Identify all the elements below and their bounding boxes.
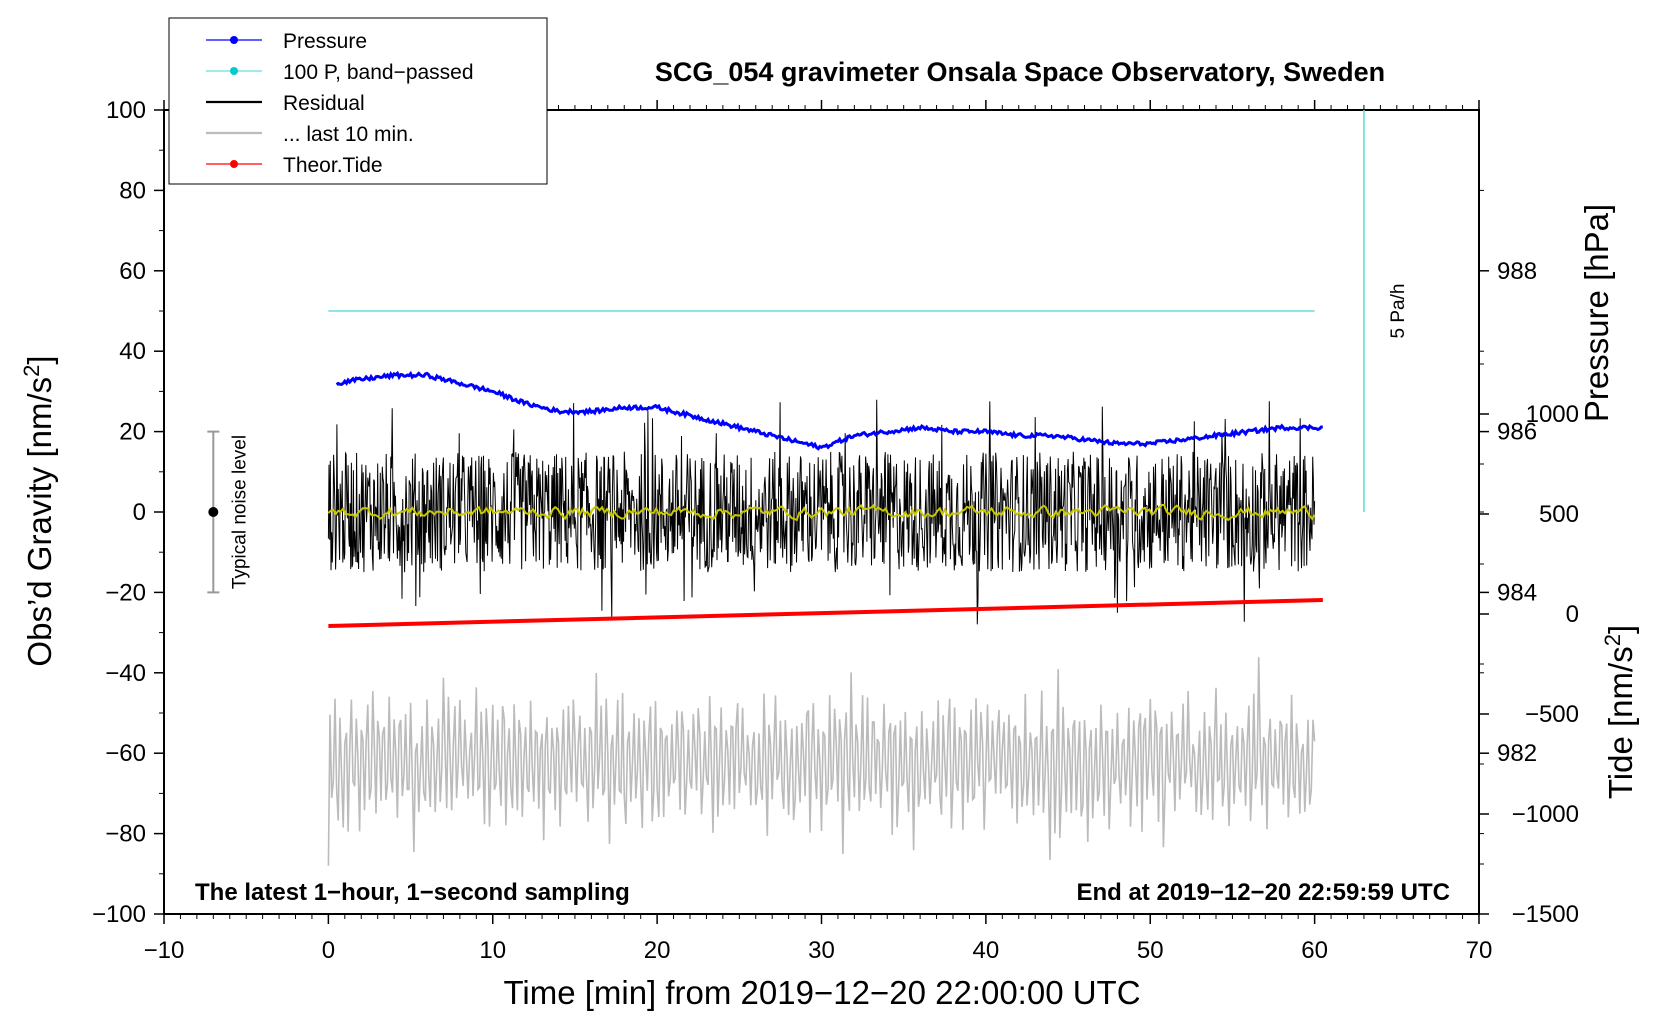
y-tick-label: 60 [119,258,146,285]
legend-label-theor-tide: Theor.Tide [283,154,383,177]
y-tick-label: −20 [105,579,146,606]
legend-label-pressure: Pressure [283,30,367,53]
pressure-tick-label: 988 [1497,258,1537,285]
legend-marker-theor-tide [230,160,238,168]
y-axis-label-tide-end: ] [1602,625,1639,634]
annotation-sampling: The latest 1−hour, 1−second sampling [195,879,630,906]
scale-bar-label: 5 Pa/h [1388,284,1409,339]
x-tick-label: 30 [808,937,835,964]
chart-title: SCG_054 gravimeter Onsala Space Observat… [655,57,1385,87]
series-last-10-min [327,657,1316,866]
tide-tick-label: −500 [1525,701,1579,728]
legend-label-band-passed: 100 P, band−passed [283,61,474,84]
pressure-tick-label: 986 [1497,419,1537,446]
annotation-end-time: End at 2019−12−20 22:59:59 UTC [1076,879,1450,906]
series-pressure [335,370,1323,451]
y-tick-label: −100 [92,901,146,928]
legend-label-residual: Residual [283,92,365,115]
pressure-tick-label: 984 [1497,579,1537,606]
x-axis-ticks: −10 0 10 20 30 40 50 60 70 [144,100,1493,964]
legend-marker-band-passed [230,67,238,75]
noise-bar-point [208,507,219,517]
series-residual-smoothed [327,503,1316,522]
y-axis-label-tide-sup: 2 [1600,634,1625,646]
tide-tick-label: −1000 [1512,801,1579,828]
x-tick-label: 40 [973,937,1000,964]
y-tick-label: 80 [119,177,146,204]
legend-label-last-10-min: ... last 10 min. [283,123,414,146]
x-tick-label: 50 [1137,937,1164,964]
y-axis-ticks: 100 80 60 40 20 0 −20 −40 −60 −80 −100 [92,97,164,928]
y-tick-label: 40 [119,338,146,365]
y-axis-label-gravity: Obs’d Gravity [nm/s2] [19,355,58,666]
y-tick-label: −40 [105,660,146,687]
y-axis-label-tide-main: Tide [nm/s [1602,646,1639,799]
legend-marker-pressure [230,36,238,44]
tide-tick-label: 1000 [1526,401,1579,428]
tide-axis-ticks: 1000 500 0 −500 −1000 −1500 [1479,363,1579,928]
pressure-axis-ticks: 988 986 984 982 [1479,189,1537,915]
x-tick-label: 60 [1301,937,1328,964]
y-axis-label-pressure: Pressure [hPa] [1578,204,1615,422]
x-tick-label: 70 [1466,937,1493,964]
tide-tick-label: −1500 [1512,901,1579,928]
y-tick-label: 20 [119,419,146,446]
y-axis-label-tide: Tide [nm/s2] [1600,625,1639,799]
y-tick-label: 100 [106,97,146,124]
y-tick-label: −60 [105,740,146,767]
legend: Pressure 100 P, band−passed Residual ...… [168,17,548,185]
tide-tick-label: 0 [1566,601,1579,628]
y-axis-label-gravity-end: ] [21,355,58,364]
y-tick-label: 0 [133,499,146,526]
x-tick-label: 20 [644,937,671,964]
y-axis-label-gravity-sup: 2 [19,365,44,377]
pressure-tick-label: 982 [1497,740,1537,767]
tide-tick-label: 500 [1539,501,1579,528]
x-tick-label: 0 [322,937,335,964]
series-group [327,310,1323,866]
y-tick-label: −80 [105,821,146,848]
x-tick-label: 10 [479,937,506,964]
series-theor-tide [328,598,1323,628]
noise-bar-label: Typical noise level [229,435,250,589]
x-tick-label: −10 [144,937,185,964]
x-axis-label: Time [min] from 2019−12−20 22:00:00 UTC [503,974,1140,1011]
extras-group: Typical noise level 5 Pa/h [207,110,1409,594]
y-axis-label-gravity-main: Obs’d Gravity [nm/s [21,377,58,667]
